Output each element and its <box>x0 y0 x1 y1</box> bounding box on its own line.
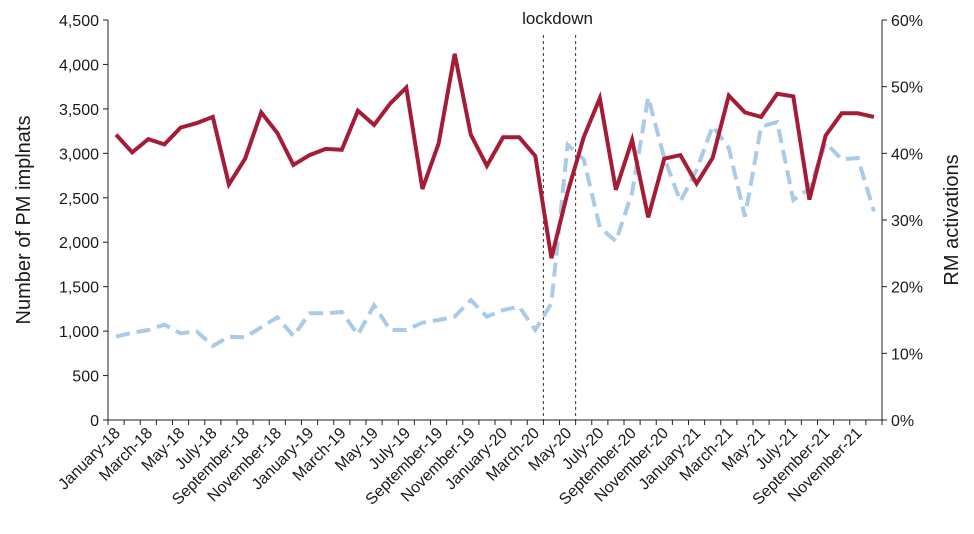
left-tick-label: 1,500 <box>59 280 99 297</box>
left-tick-label: 3,000 <box>59 146 99 163</box>
left-tick-label: 2,500 <box>59 191 99 208</box>
right-tick-label: 30% <box>891 213 923 230</box>
right-tick-label: 10% <box>891 346 923 363</box>
right-tick-label: 20% <box>891 280 923 297</box>
lockdown-annotation: lockdown <box>522 9 593 420</box>
series-layer <box>114 53 876 349</box>
left-tick-label: 4,000 <box>59 57 99 74</box>
chart-axes <box>107 20 883 421</box>
lockdown-label: lockdown <box>522 9 593 28</box>
pm-implants-line <box>114 53 875 259</box>
right-tick-label: 0% <box>891 413 914 430</box>
left-axis-title: Number of PM implnats <box>13 116 35 325</box>
right-axis-ticks: 0% 10% 20% 30% 40% 50% 60% <box>882 13 923 430</box>
left-tick-label: 500 <box>72 369 99 386</box>
x-axis-ticks: January-18March-18May-18July-18September… <box>55 420 883 509</box>
left-axis-ticks: 0 500 1,000 1,500 2,000 2,500 3,000 3,500 4,000 4… <box>59 13 108 430</box>
rm-activations-line <box>115 96 876 349</box>
left-tick-label: 3,500 <box>59 102 99 119</box>
left-tick-label: 2,000 <box>59 235 99 252</box>
right-tick-label: 60% <box>891 13 923 30</box>
right-tick-label: 50% <box>891 80 923 97</box>
left-tick-label: 0 <box>90 413 99 430</box>
left-tick-label: 4,500 <box>59 13 99 30</box>
left-tick-label: 1,000 <box>59 324 99 341</box>
right-tick-label: 40% <box>891 146 923 163</box>
right-axis-title: RM activations <box>941 154 963 285</box>
